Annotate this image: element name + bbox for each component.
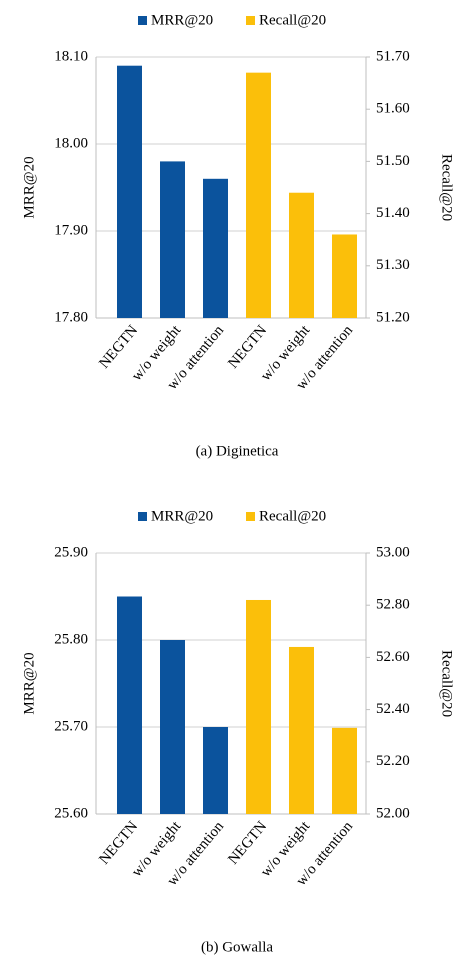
bar: [246, 72, 271, 318]
legend-swatch: [138, 16, 147, 25]
y2-tick-label: 51.50: [376, 153, 410, 169]
y-tick-label: 17.80: [54, 309, 88, 325]
y2-tick-label: 51.60: [376, 101, 410, 117]
bar: [160, 161, 185, 318]
bar: [203, 178, 228, 318]
y2-tick-label: 51.40: [376, 205, 410, 221]
y2-axis-label: Recall@20: [439, 154, 455, 221]
x-tick-label: NEGTN: [96, 322, 141, 371]
y2-tick-label: 52.20: [376, 753, 410, 769]
bar: [289, 646, 314, 814]
caption: (b) Gowalla: [201, 939, 273, 955]
bar: [117, 596, 142, 814]
y2-tick-label: 51.20: [376, 309, 410, 325]
y-tick-label: 25.60: [54, 805, 88, 821]
legend-swatch: [138, 512, 147, 521]
y-tick-label: 25.90: [54, 544, 88, 560]
y2-tick-label: 52.60: [376, 649, 410, 665]
legend-label: MRR@20: [151, 12, 213, 28]
y-tick-label: 25.70: [54, 718, 88, 734]
legend-swatch: [246, 16, 255, 25]
bar: [203, 727, 228, 814]
x-tick-label: NEGTN: [225, 818, 270, 867]
y-tick-label: 18.00: [54, 135, 88, 151]
y2-tick-label: 51.70: [376, 48, 410, 64]
legend-label: Recall@20: [259, 508, 326, 524]
y2-tick-label: 51.30: [376, 257, 410, 273]
bar: [160, 640, 185, 814]
y-tick-label: 18.10: [54, 48, 88, 64]
y-axis-label: MRR@20: [21, 652, 37, 714]
legend-label: MRR@20: [151, 508, 213, 524]
bar: [117, 65, 142, 318]
y2-tick-label: 52.00: [376, 805, 410, 821]
y2-tick-label: 53.00: [376, 544, 410, 560]
bar: [332, 727, 357, 814]
y-tick-label: 25.80: [54, 631, 88, 647]
x-tick-label: NEGTN: [96, 818, 141, 867]
y-tick-label: 17.90: [54, 222, 88, 238]
legend-label: Recall@20: [259, 12, 326, 28]
bar: [246, 599, 271, 814]
bar: [332, 234, 357, 318]
y2-axis-label: Recall@20: [439, 650, 455, 717]
x-tick-label: NEGTN: [225, 322, 270, 371]
y2-tick-label: 52.80: [376, 597, 410, 613]
y-axis-label: MRR@20: [21, 156, 37, 218]
bar: [289, 192, 314, 318]
y2-tick-label: 52.40: [376, 701, 410, 717]
legend-swatch: [246, 512, 255, 521]
caption: (a) Diginetica: [196, 443, 279, 459]
